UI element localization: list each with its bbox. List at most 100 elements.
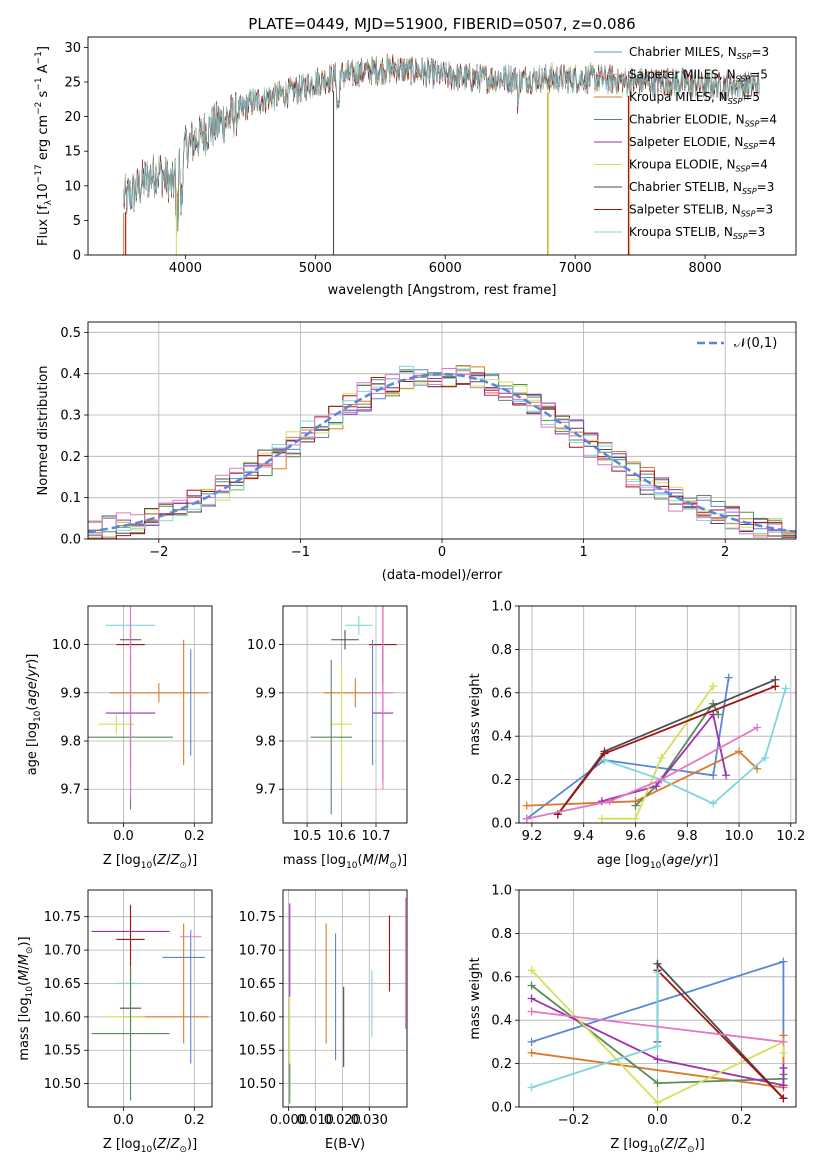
legend-label: Kroupa STELIB, NSSP=3 [629, 225, 765, 241]
y-tick-label: 0.8 [491, 927, 512, 942]
spectrum-line [123, 55, 760, 234]
y-tick-label: 10.50 [44, 1077, 81, 1092]
y-tick-label: 0.0 [491, 817, 512, 832]
y-tick-label: 25 [64, 75, 81, 90]
weight-line [530, 969, 785, 1104]
weight-marker [653, 1055, 662, 1064]
y-tick-label: 10.65 [239, 977, 276, 992]
axes-frame [518, 605, 797, 824]
panel-residuals: −2 −1 0 1 2 0.0 0.1 0.2 0.3 0.4 0.5 𝒩(0,1) (data-mod… [36, 321, 797, 583]
y-tick-label: 10.75 [44, 910, 81, 925]
legend-label: Salpeter ELODIE, NSSP=4 [629, 135, 776, 151]
y-tick-label: 9.9 [60, 686, 81, 701]
x-axis-label: E(B-V) [325, 1137, 365, 1152]
legend-label: Chabrier ELODIE, NSSP=4 [629, 113, 777, 129]
y-tick-label: 10 [64, 179, 81, 194]
y-tick-label: 0.0 [60, 533, 81, 548]
x-tick-label: 6000 [429, 261, 462, 276]
weight-marker [781, 684, 790, 693]
y-tick-label: 9.8 [255, 735, 276, 750]
weight-marker [597, 814, 606, 823]
y-tick-label: 0.1 [60, 491, 81, 506]
y-tick-label: 10.60 [44, 1010, 81, 1025]
x-tick-label: 5000 [299, 261, 332, 276]
x-tick-label: 9.6 [625, 829, 646, 844]
weight-marker [709, 771, 718, 780]
weight-marker [735, 747, 744, 756]
weight-marker [527, 966, 536, 975]
x-tick-label: 10.5 [293, 829, 322, 844]
y-tick-label: 10.75 [239, 910, 276, 925]
weight-marker [600, 756, 609, 765]
weight-marker [653, 1042, 662, 1051]
x-tick-label: 10.2 [776, 829, 805, 844]
legend-label: Kroupa ELODIE, NSSP=4 [629, 158, 768, 174]
panel-weight-vs-Z: −0.2 0.0 0.2 0.0 0.2 0.4 0.6 0.8 1.0 mass weight Z… [468, 884, 797, 1155]
normal-curve [88, 372, 796, 534]
y-tick-label: 0.6 [491, 970, 512, 985]
y-axis-label: mass weight [468, 957, 483, 1039]
weight-marker [605, 797, 614, 806]
weight-marker [709, 710, 718, 719]
x-tick-label: 0.2 [184, 1113, 205, 1128]
axes-frame [282, 889, 408, 1108]
x-tick-label: 0.0 [113, 829, 134, 844]
legend-label: Kroupa MILES, NSSP=5 [629, 90, 760, 106]
y-tick-label: 10.55 [44, 1044, 81, 1059]
y-tick-label: 0.8 [491, 643, 512, 658]
weight-marker [597, 797, 606, 806]
weight-marker [653, 968, 662, 977]
panel-weight-vs-age: 9.2 9.4 9.6 9.8 10.0 10.2 0.0 0.2 0.4 0.6 0.8 1.0 ma… [468, 600, 805, 872]
x-axis-label: mass [log10(M/M⊙)] [283, 853, 407, 871]
y-tick-label: 10.65 [44, 977, 81, 992]
plot-area [88, 606, 209, 810]
axes-frame [87, 36, 797, 256]
weight-marker [522, 801, 531, 810]
y-tick-label: 1.0 [491, 600, 512, 615]
weight-marker [722, 771, 731, 780]
legend-label: Salpeter STELIB, NSSP=3 [629, 203, 773, 219]
x-tick-label: 0.0 [113, 1113, 134, 1128]
weight-marker [724, 673, 733, 682]
y-tick-label: 0 [73, 249, 81, 264]
x-tick-label: 0.2 [184, 829, 205, 844]
x-tick-label: 4000 [169, 261, 202, 276]
x-tick-label: 10.7 [362, 829, 391, 844]
weight-marker [527, 1083, 536, 1092]
y-tick-label: 0.3 [60, 409, 81, 424]
weight-line [531, 1010, 784, 1043]
y-tick-label: 10.55 [239, 1044, 276, 1059]
x-tick-label: 0.030 [351, 1113, 388, 1128]
plot-area [522, 673, 790, 823]
y-tick-label: 30 [64, 41, 81, 56]
x-tick-label: 9.2 [522, 829, 543, 844]
weight-marker [779, 1048, 788, 1057]
legend-label: Chabrier MILES, NSSP=3 [629, 45, 769, 61]
weight-marker [527, 1007, 536, 1016]
y-tick-label: 0.2 [491, 1057, 512, 1072]
x-axis-label: Z [log10(Z/Z⊙)] [610, 1137, 704, 1155]
x-axis-label: Z [log10(Z/Z⊙)] [103, 1137, 197, 1155]
legend-label: 𝒩(0,1) [734, 336, 777, 351]
axes-frame [282, 605, 408, 824]
plot-area [527, 957, 788, 1107]
plot-area [310, 606, 397, 815]
x-axis-label: wavelength [Angstrom, rest frame] [328, 283, 557, 298]
weight-marker [760, 753, 769, 762]
chart-title: PLATE=0449, MJD=51900, FIBERID=0507, z=0… [248, 15, 635, 33]
y-axis-label: Flux [fλ10−17 erg cm−2 s−1 A−1] [34, 46, 54, 246]
weight-marker [709, 799, 718, 808]
y-tick-label: 9.7 [255, 783, 276, 798]
legend-label: Salpeter MILES, NSSP=5 [629, 68, 768, 84]
plot-area [88, 365, 796, 539]
plot-area [91, 904, 209, 1101]
x-tick-label: −2 [149, 545, 168, 560]
weight-marker [657, 753, 666, 762]
axes-frame [518, 889, 797, 1108]
weight-marker [779, 1094, 788, 1103]
weight-marker [779, 1081, 788, 1090]
x-tick-label: 0.0 [647, 1113, 668, 1128]
weight-marker [709, 682, 718, 691]
y-tick-label: 0.2 [491, 773, 512, 788]
